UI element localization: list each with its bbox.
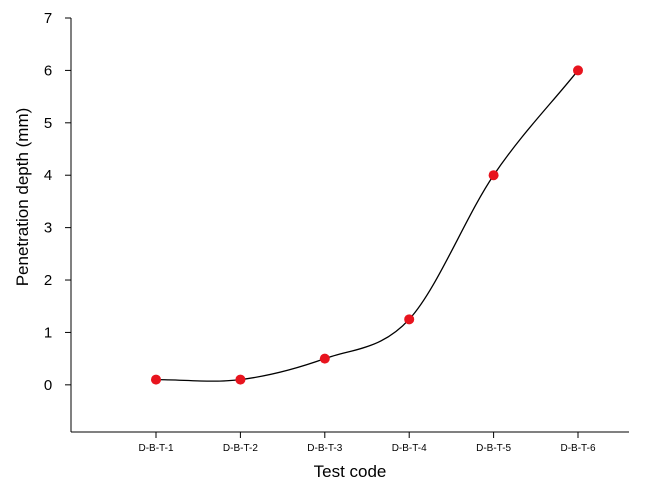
data-point <box>319 353 330 364</box>
y-tick-label: 2 <box>44 272 52 289</box>
y-tick-label: 3 <box>44 220 52 237</box>
series-line <box>155 69 579 382</box>
y-tick-label: 7 <box>44 10 52 27</box>
y-ticks: 0 1 2 3 4 5 6 7 <box>44 10 71 394</box>
y-tick-label: 5 <box>44 115 52 132</box>
data-point <box>404 314 415 325</box>
data-point <box>151 374 161 385</box>
axes <box>70 18 629 433</box>
x-tick-label: D-B-T-6 <box>561 443 596 454</box>
y-tick-label: 6 <box>44 62 52 79</box>
x-tick-label: D-B-T-1 <box>139 443 174 454</box>
x-axis-title: Test code <box>314 462 387 481</box>
y-axis-title: Penetration depth (mm) <box>13 108 32 287</box>
data-point <box>488 170 499 181</box>
y-tick-label: 1 <box>44 324 52 341</box>
x-tick-label: D-B-T-5 <box>476 443 511 454</box>
data-point <box>235 374 246 385</box>
data-point <box>573 65 583 76</box>
x-tick-label: D-B-T-2 <box>223 443 258 454</box>
x-tick-label: D-B-T-3 <box>307 443 342 454</box>
x-tick-label: D-B-T-4 <box>392 443 427 454</box>
x-ticks: D-B-T-1 D-B-T-2 D-B-T-3 D-B-T-4 D-B-T-5 D-B-T… <box>139 432 596 454</box>
y-tick-label: 4 <box>44 167 52 184</box>
data-points <box>151 65 583 385</box>
y-tick-label: 0 <box>44 377 52 394</box>
